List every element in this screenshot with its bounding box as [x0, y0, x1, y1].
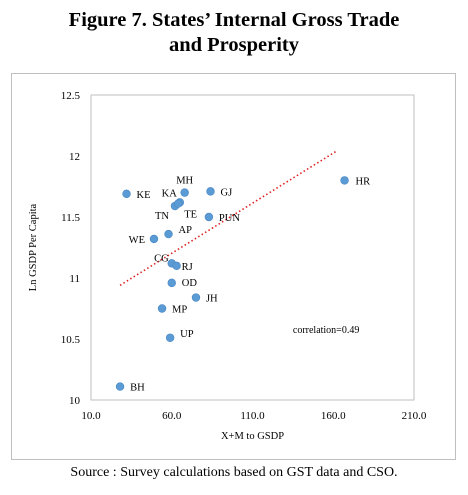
point-label: PUN — [219, 213, 240, 224]
figure-title-line-2: and Prosperity — [168, 34, 300, 56]
chart-frame — [11, 73, 456, 460]
x-axis-title: X+M to GSDP — [221, 431, 284, 442]
x-tick-label: 10.0 — [81, 410, 101, 422]
point-label: MP — [172, 305, 187, 316]
data-point — [172, 261, 181, 270]
point-label: WE — [129, 235, 145, 246]
y-tick-label: 11.5 — [61, 212, 80, 224]
point-label: MH — [176, 176, 193, 187]
trendline — [119, 150, 337, 286]
data-point — [157, 304, 167, 313]
point-label: BH — [130, 383, 145, 394]
plot-area — [90, 94, 415, 401]
x-tick-label: 110.0 — [240, 410, 265, 422]
y-axis-title: Ln GSDP Per Capita — [28, 203, 39, 291]
point-label: CG — [154, 253, 169, 264]
point-label: JH — [206, 294, 218, 305]
y-tick-label: 10.5 — [61, 334, 81, 346]
point-label: HR — [356, 176, 371, 187]
data-point — [115, 382, 125, 391]
point-label: RJ — [182, 262, 193, 273]
point-label: KE — [137, 190, 151, 201]
point-label: AP — [179, 225, 193, 236]
correlation-annotation: correlation=0.49 — [293, 325, 359, 336]
source-note: Source : Survey calculations based on GS… — [70, 465, 398, 480]
point-label: UP — [180, 329, 194, 340]
point-label: KA — [162, 188, 178, 199]
data-point — [204, 212, 214, 222]
y-tick-label: 12 — [69, 151, 80, 163]
data-point — [122, 189, 131, 199]
x-tick-label: 160.0 — [321, 410, 346, 422]
x-tick-label: 60.0 — [162, 410, 182, 422]
data-point — [165, 333, 175, 342]
data-point — [149, 234, 159, 244]
y-tick-label: 12.5 — [61, 90, 81, 102]
data-point — [206, 187, 215, 196]
data-point — [180, 188, 189, 197]
point-label: OD — [182, 278, 198, 289]
y-tick-label: 10 — [69, 395, 81, 407]
point-label: TE — [184, 210, 197, 221]
data-point — [167, 278, 176, 288]
x-tick-label: 210.0 — [402, 410, 427, 422]
point-label: GJ — [221, 187, 233, 198]
data-point — [191, 293, 201, 302]
data-point — [174, 199, 183, 208]
figure-title: Figure 7. States’ Internal Gross Trade a… — [0, 8, 468, 58]
y-tick-label: 11 — [69, 273, 80, 285]
data-point — [164, 229, 173, 239]
figure-title-line-1: Figure 7. States’ Internal Gross Trade — [68, 9, 400, 31]
point-label: TN — [155, 211, 169, 222]
data-point — [340, 176, 349, 185]
